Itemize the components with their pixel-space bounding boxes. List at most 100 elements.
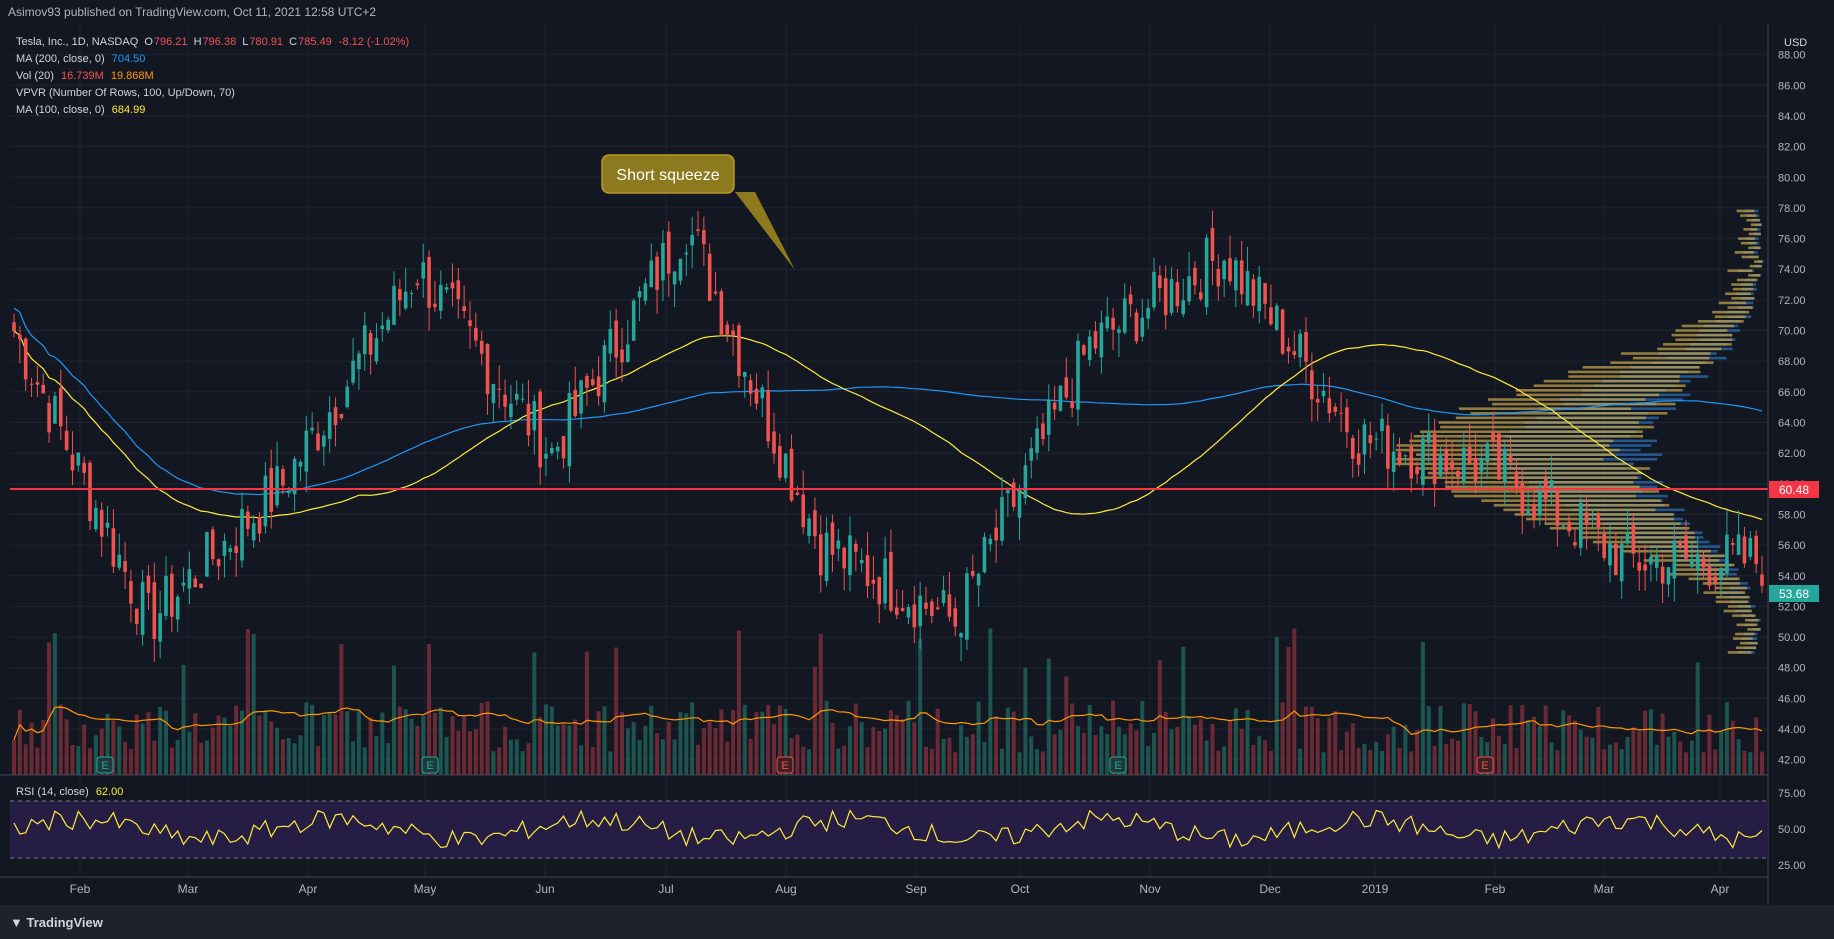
price-tick-label: 54.00 bbox=[1778, 571, 1806, 583]
short-squeeze-callout[interactable]: Short squeeze bbox=[601, 154, 795, 270]
candle-body bbox=[398, 289, 402, 301]
volume-bar bbox=[169, 747, 174, 775]
candle-body bbox=[848, 535, 852, 576]
volume-bar bbox=[1111, 700, 1116, 775]
volume-bar bbox=[280, 739, 285, 775]
volume-bar bbox=[1555, 750, 1560, 775]
ohlc-close: 785.49 bbox=[298, 36, 332, 48]
price-axis[interactable]: 42.00 44.00 46.00 48.00 50.00 52.00 54.00 56.00… bbox=[1778, 50, 1806, 767]
volume-bar bbox=[23, 744, 28, 775]
candle-body bbox=[1140, 317, 1145, 337]
footer-bar: ▼ TradingView bbox=[0, 905, 1834, 939]
volume-bar bbox=[538, 717, 543, 775]
volume-bar bbox=[666, 721, 671, 775]
candle-body bbox=[1502, 449, 1507, 483]
vpvr-down-row bbox=[1741, 255, 1759, 259]
price-chart[interactable]: E E E E E Short squeeze 42.00 44.00 46.00 48.00… bbox=[0, 0, 1834, 905]
vpvr-down-row bbox=[1487, 398, 1646, 401]
volume-bar bbox=[731, 709, 736, 775]
candle-body bbox=[1730, 543, 1735, 545]
volume-bar bbox=[713, 728, 718, 775]
time-axis[interactable]: Feb Mar Apr May Jun Jul Aug Sep Oct Nov Dec 2019 Feb… bbox=[70, 882, 1730, 896]
candle-body bbox=[327, 412, 332, 439]
volume-bar bbox=[643, 725, 648, 775]
candle-body bbox=[526, 403, 531, 436]
ohlc-low-key: L bbox=[242, 36, 249, 48]
volume-bar bbox=[625, 728, 630, 775]
candle-body bbox=[205, 531, 209, 577]
volume-bar bbox=[1304, 706, 1308, 775]
volume-bar bbox=[1707, 714, 1712, 775]
ohlc-high: 796.38 bbox=[202, 36, 237, 48]
candle-body bbox=[772, 431, 776, 454]
volume-bar bbox=[1760, 751, 1764, 775]
candle-body bbox=[608, 328, 613, 354]
vpvr-down-row bbox=[1727, 269, 1753, 273]
legend-vpvr-row[interactable]: VPVR (Number Of Rows, 100, Up/Down, 70) bbox=[16, 85, 409, 102]
volume-bar bbox=[409, 718, 414, 775]
volume-bar bbox=[883, 728, 888, 775]
volume-bar bbox=[228, 725, 233, 775]
candle-body bbox=[117, 554, 122, 568]
volume-bar bbox=[871, 727, 876, 775]
volume-bar bbox=[672, 739, 677, 775]
legend-vol-row[interactable]: Vol (20) 16.739M 19.868M bbox=[16, 68, 409, 85]
candle-body bbox=[1368, 435, 1373, 444]
price-tick-label: 46.00 bbox=[1778, 693, 1806, 705]
legend-ma100-row[interactable]: MA (100, close, 0) 684.99 bbox=[16, 102, 409, 119]
candle-body bbox=[1514, 471, 1519, 490]
candle-body bbox=[1397, 452, 1402, 465]
earnings-marker-label: E bbox=[426, 760, 433, 772]
rsi-level-25: 25.00 bbox=[1778, 860, 1806, 872]
candle-body bbox=[959, 633, 963, 638]
volume-bar bbox=[1596, 706, 1601, 775]
volume-bar bbox=[1046, 658, 1051, 775]
volume-bar bbox=[1724, 702, 1729, 775]
candle-body bbox=[1380, 418, 1384, 432]
volume-bar bbox=[1438, 706, 1443, 775]
time-tick-label: Sep bbox=[905, 882, 927, 896]
volume-bar bbox=[1473, 711, 1478, 775]
vpvr-down-row bbox=[1621, 352, 1711, 355]
currency-label[interactable]: USD bbox=[1784, 37, 1807, 49]
candle-body bbox=[1245, 271, 1250, 306]
vpvr-down-row bbox=[1738, 237, 1756, 240]
candle-body bbox=[883, 558, 887, 604]
vpvr-down-row bbox=[1735, 632, 1755, 636]
volume-bar bbox=[789, 738, 794, 775]
volume-bar bbox=[1385, 734, 1390, 775]
volume-bar bbox=[795, 734, 800, 775]
price-tick-label: 56.00 bbox=[1778, 540, 1806, 552]
volume-bar bbox=[1064, 676, 1069, 775]
volume-bar bbox=[175, 739, 180, 775]
vpvr-down-row bbox=[1712, 310, 1749, 314]
vpvr-down-row bbox=[1544, 522, 1681, 525]
legend-ma200-row[interactable]: MA (200, close, 0) 704.50 bbox=[16, 51, 409, 68]
ohlc-open-key: O bbox=[144, 36, 153, 48]
candle-body bbox=[351, 360, 355, 383]
volume-bar bbox=[549, 706, 554, 775]
volume-bar bbox=[1754, 717, 1759, 775]
tradingview-logo[interactable]: ▼ TradingView bbox=[10, 915, 103, 930]
legend-ohlc-row[interactable]: Tesla, Inc., 1D, NASDAQ O796.21 H796.38 … bbox=[16, 34, 409, 51]
candle-body bbox=[813, 510, 817, 537]
candle-body bbox=[409, 293, 414, 295]
ma200-value: 704.50 bbox=[111, 53, 146, 65]
vpvr-down-row bbox=[1715, 586, 1747, 590]
rsi-axis[interactable]: 75.00 50.00 25.00 bbox=[1778, 788, 1806, 872]
vpvr-down-row bbox=[1740, 241, 1757, 245]
publish-text: Asimov93 published on TradingView.com, O… bbox=[8, 5, 377, 19]
candle-body bbox=[1415, 467, 1419, 474]
volume-bar bbox=[1572, 720, 1577, 775]
candle-body bbox=[941, 590, 946, 604]
vpvr-down-row bbox=[1743, 228, 1758, 231]
volume-bar bbox=[865, 747, 870, 775]
volume-bar bbox=[631, 722, 636, 775]
rsi-legend[interactable]: RSI (14, close) 62.00 bbox=[16, 786, 123, 798]
volume-bar bbox=[1187, 715, 1192, 775]
volume-bar bbox=[964, 736, 969, 775]
vpvr-down-row bbox=[1723, 609, 1752, 613]
candle-body bbox=[1637, 562, 1642, 571]
volume-bar bbox=[392, 665, 396, 775]
vpvr-down-row bbox=[1674, 568, 1729, 571]
